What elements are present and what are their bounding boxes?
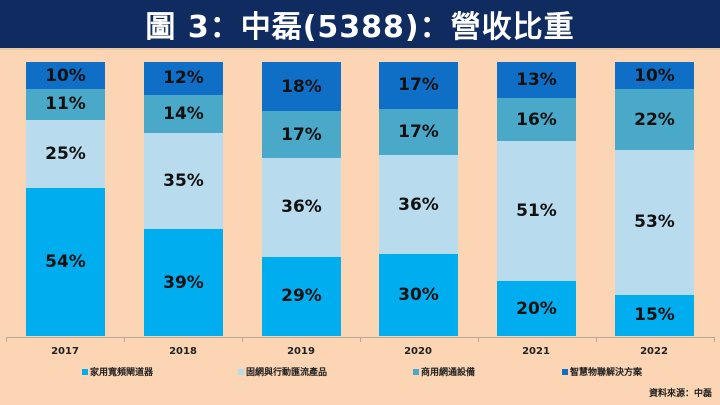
legend-item-commercial: 商用網通設備 [413,365,475,378]
bar-segment-label: 30% [379,253,458,336]
x-axis-tick [6,337,7,342]
bar-segment-label: 18% [262,62,341,112]
legend-swatch-icon [562,368,568,375]
x-axis-tick [124,337,125,342]
bar-segment-label: 51% [497,141,576,282]
bar-segment-label: 10% [26,62,105,90]
bar-segment-label: 54% [26,188,105,336]
bar-2022: 15% 53% 22% 10% [615,62,694,336]
legend-item-fixed-mobile: 固網與行動匯流產品 [238,365,327,378]
x-axis-label: 2020 [404,346,432,357]
bar-segment-label: 36% [262,157,341,257]
x-axis-tick [596,337,597,342]
x-axis-tick [478,337,479,342]
bar-segment-label: 17% [262,111,341,158]
bar-segment-label: 29% [262,256,341,336]
x-axis-label: 2018 [169,346,197,357]
chart-title: 圖 3：中磊(5388)：營收比重 [145,10,575,45]
x-axis-tick [242,337,243,342]
bar-segment-label: 22% [615,89,694,150]
bar-segment-label: 35% [144,133,223,230]
bar-2020: 30% 36% 17% 17% [379,62,458,336]
legend-item-home-gateway: 家用寬頻閘道器 [82,365,153,378]
bar-segment-label: 12% [144,62,223,95]
legend-label: 商用網通設備 [421,368,476,378]
bar-segment-label: 11% [26,89,105,120]
x-axis-label: 2021 [522,346,550,357]
bar-2018: 39% 35% 14% 12% [144,62,223,336]
legend-swatch-icon [238,368,244,375]
source-note: 資料來源：中磊 [648,389,712,399]
x-axis-label: 2019 [287,346,315,357]
bar-segment-label: 17% [379,62,458,109]
x-axis-tick [360,337,361,342]
legend-label: 家用寬頻閘道器 [90,368,154,378]
bar-segment-label: 53% [615,149,694,295]
x-axis-label: 2022 [640,346,668,357]
bar-segment-label: 36% [379,155,458,254]
bar-segment-label: 13% [497,62,576,98]
bar-2021: 20% 51% 16% 13% [497,62,576,336]
bar-segment-label: 20% [497,281,576,336]
legend-swatch-icon [413,368,419,375]
bar-segment-label: 39% [144,229,223,336]
legend-swatch-icon [82,368,88,375]
bar-2019: 29% 36% 17% 18% [262,62,341,336]
legend-label: 固網與行動匯流產品 [246,368,328,378]
bar-segment-label: 10% [615,62,694,90]
bar-2017: 54% 25% 11% 10% [26,62,105,336]
bar-segment-label: 25% [26,119,105,189]
x-axis-tick [714,337,715,342]
bar-segment-label: 16% [497,97,576,142]
legend-label: 智慧物聯解決方案 [570,368,643,378]
bar-segment-label: 17% [379,108,458,156]
legend-item-iot: 智慧物聯解決方案 [562,365,642,378]
bar-segment-label: 15% [615,294,694,336]
x-axis-label: 2017 [51,346,79,357]
title-bar: 圖 3：中磊(5388)：營收比重 [0,0,720,50]
bar-segment-label: 14% [144,94,223,134]
